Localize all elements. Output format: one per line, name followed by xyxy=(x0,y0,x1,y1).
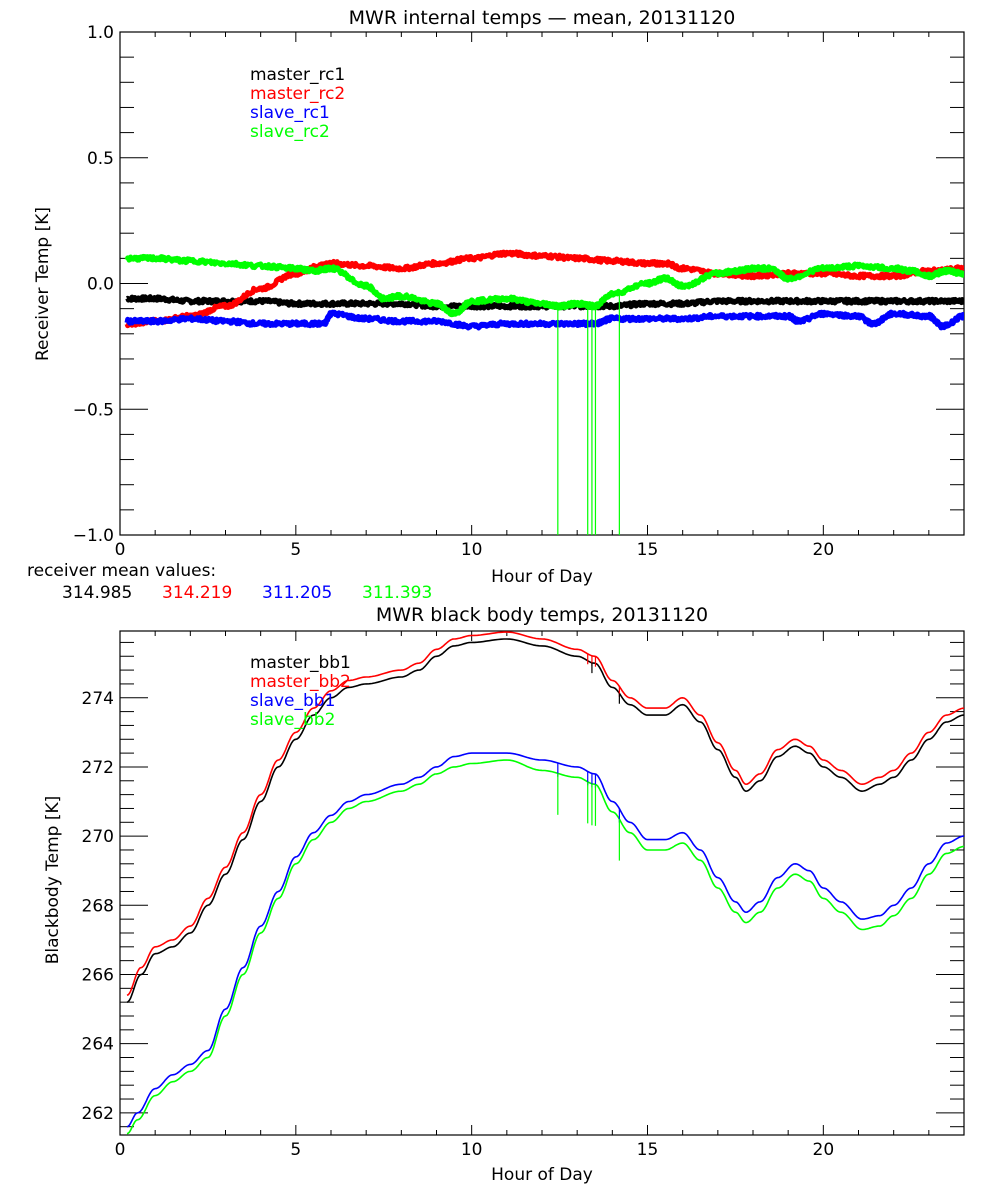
x-tick-label: 5 xyxy=(290,1140,301,1160)
y-tick-label: −1.0 xyxy=(73,526,114,546)
axes: 0 5 10 15 20 262 264 266 268 270 272 274 xyxy=(82,630,965,1160)
receiver-mean-label: receiver mean values: xyxy=(27,561,216,581)
y-tick-label: 266 xyxy=(82,965,114,985)
series-lines xyxy=(126,631,964,1135)
mean-value-slave-rc2: 311.393 xyxy=(362,583,432,603)
y-tick-label: 264 xyxy=(82,1035,114,1055)
legend-entry-slave-bb1: slave_bb1 xyxy=(250,691,335,711)
x-tick-label: 10 xyxy=(461,1140,483,1160)
blackbody-temp-plot: MWR black body temps, 20131120 0 5 10 15 20 2… xyxy=(43,604,965,1185)
series-line-slave-rc2 xyxy=(124,253,964,318)
receiver-mean-values: 314.985 314.219 311.205 311.393 xyxy=(62,583,432,603)
x-tick-label: 0 xyxy=(115,540,126,560)
plot-title: MWR internal temps — mean, 20131120 xyxy=(349,7,736,29)
axes: 0 5 10 15 20 −1.0 −0.5 0.0 0.5 1.0 xyxy=(73,23,965,560)
y-tick-label: 0.0 xyxy=(87,275,114,295)
x-tick-label: 5 xyxy=(290,540,301,560)
legend-entry-master-bb1: master_bb1 xyxy=(250,653,351,673)
x-tick-label: 20 xyxy=(813,1140,835,1160)
series-lines xyxy=(124,249,964,535)
receiver-temp-plot: MWR internal temps — mean, 20131120 0 5 10… xyxy=(27,7,965,603)
y-tick-label: 268 xyxy=(82,896,114,916)
mean-value-master-rc2: 314.219 xyxy=(162,583,232,603)
x-axis-label: Hour of Day xyxy=(491,1165,593,1185)
y-tick-label: −0.5 xyxy=(73,400,114,420)
x-tick-label: 20 xyxy=(813,540,835,560)
series-line-slave-bb2 xyxy=(126,759,964,1135)
series-line-slave-bb1 xyxy=(126,752,964,1128)
x-tick-label: 15 xyxy=(637,1140,659,1160)
y-tick-label: 0.5 xyxy=(87,149,114,169)
y-axis-label: Receiver Temp [K] xyxy=(33,207,53,361)
legend-entry-master-rc1: master_rc1 xyxy=(250,65,345,85)
series-line-master-bb1 xyxy=(126,638,964,1003)
x-tick-label: 15 xyxy=(637,540,659,560)
legend-entry-slave-bb2: slave_bb2 xyxy=(250,710,335,730)
y-tick-label: 272 xyxy=(82,758,114,778)
legend-entry-master-bb2: master_bb2 xyxy=(250,672,351,692)
plot-frame xyxy=(119,630,965,1136)
legend-entry-master-rc2: master_rc2 xyxy=(250,84,345,104)
legend-entry-slave-rc2: slave_rc2 xyxy=(250,122,330,142)
x-tick-label: 0 xyxy=(115,1140,126,1160)
mean-value-master-rc1: 314.985 xyxy=(62,583,132,603)
y-tick-label: 1.0 xyxy=(87,23,114,43)
plot-frame xyxy=(119,31,965,536)
y-tick-label: 274 xyxy=(82,689,114,709)
x-tick-label: 10 xyxy=(461,540,483,560)
plot-title: MWR black body temps, 20131120 xyxy=(376,604,708,626)
y-axis-label: Blackbody Temp [K] xyxy=(43,796,63,965)
mean-value-slave-rc1: 311.205 xyxy=(262,583,332,603)
legend-entry-slave-rc1: slave_rc1 xyxy=(250,103,330,123)
y-tick-label: 262 xyxy=(82,1104,114,1124)
series-line-master-bb2 xyxy=(126,631,964,996)
x-axis-label: Hour of Day xyxy=(491,567,593,587)
series-line-slave-rc1 xyxy=(124,309,964,331)
y-tick-label: 270 xyxy=(82,827,114,847)
